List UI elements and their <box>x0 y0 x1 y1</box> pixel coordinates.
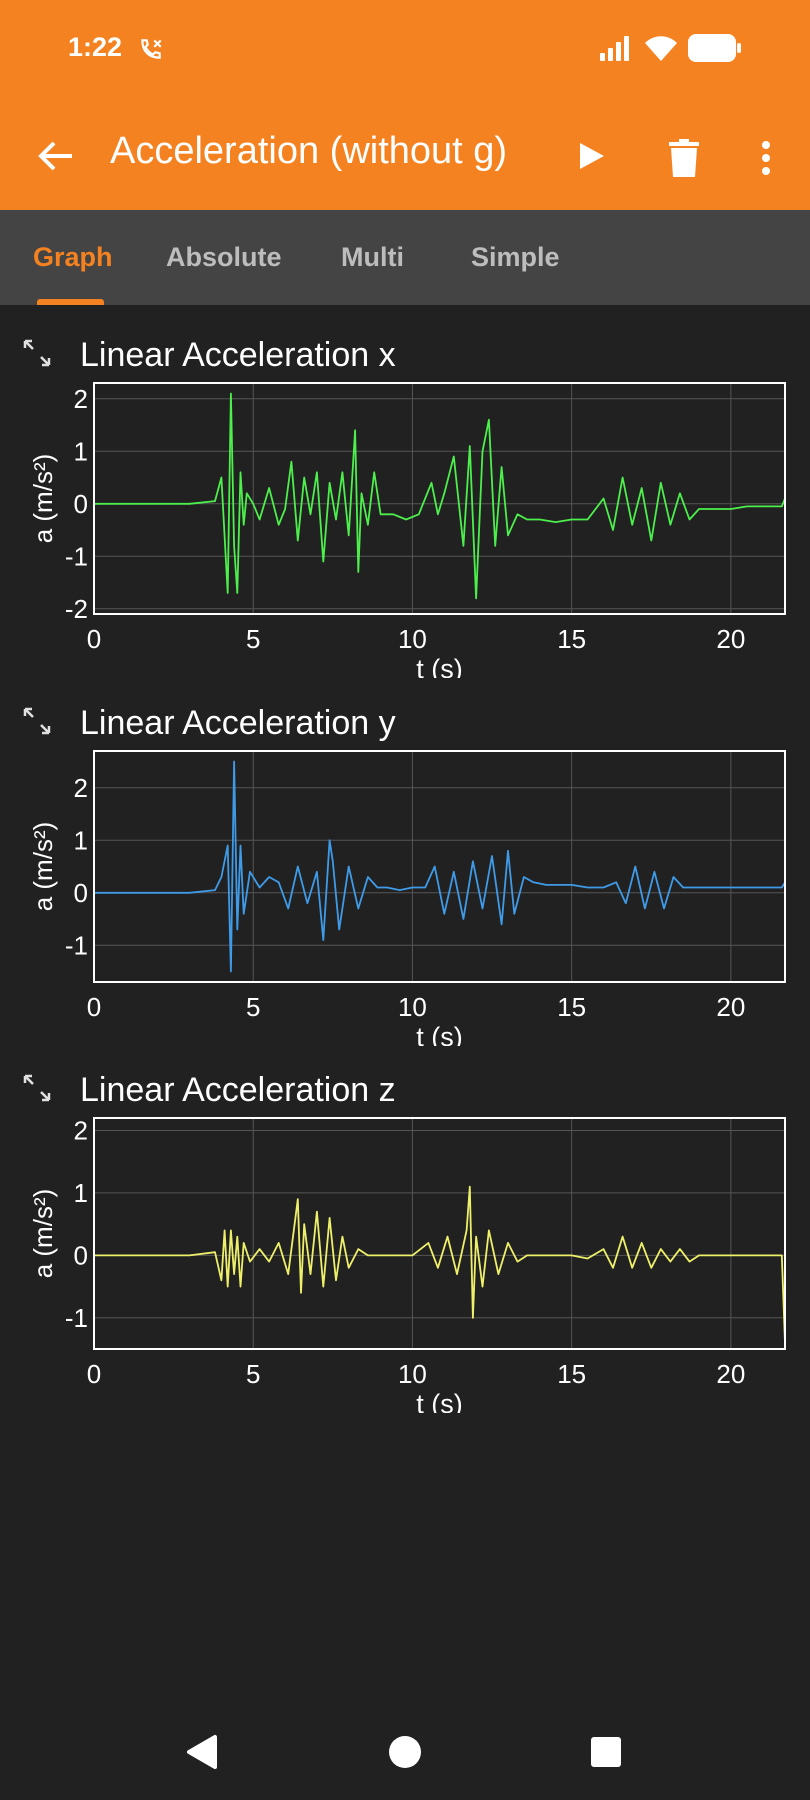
nav-home-icon <box>389 1736 421 1768</box>
plot-frame <box>93 382 786 615</box>
y-tick-label: -2 <box>65 594 88 624</box>
x-axis-label: t (s) <box>416 654 463 678</box>
x-tick-label: 10 <box>398 624 427 654</box>
more-vert-icon <box>762 141 770 175</box>
tab-indicator <box>37 299 104 305</box>
expand-icon[interactable] <box>22 338 52 368</box>
x-tick-label: 5 <box>246 992 260 1022</box>
back-arrow-icon <box>38 141 72 171</box>
more-options-button[interactable] <box>744 134 788 182</box>
y-axis-label: a (m/s²) <box>28 454 58 544</box>
x-tick-label: 15 <box>557 992 586 1022</box>
status-icons <box>600 34 742 62</box>
y-tick-label: 0 <box>74 878 88 908</box>
nav-recents-button[interactable] <box>584 1730 628 1774</box>
y-tick-label: 1 <box>74 825 88 855</box>
nav-recents-icon <box>591 1737 621 1767</box>
x-tick-label: 0 <box>87 1359 101 1389</box>
chart-title: Linear Acceleration y <box>80 704 396 742</box>
trash-icon <box>669 139 699 177</box>
x-tick-label: 5 <box>246 624 260 654</box>
tab-multi[interactable]: Multi <box>341 242 404 272</box>
back-button[interactable] <box>30 130 82 182</box>
tab-graph[interactable]: Graph <box>33 242 113 272</box>
y-tick-label: 2 <box>74 1115 88 1145</box>
y-tick-label: -1 <box>65 541 88 571</box>
delete-button[interactable] <box>660 134 708 182</box>
y-tick-label: 1 <box>74 436 88 466</box>
chart-linear-acceleration-z: 0 5 10 15 20 2 1 0 -1 t (s) a (m/s²) Linear Accele… <box>0 1053 810 1413</box>
chart-title: Linear Acceleration x <box>80 336 396 374</box>
chart-linear-acceleration-y: 0 5 10 15 20 2 1 0 -1 t (s) a (m/s²) Linear Accele… <box>0 686 810 1046</box>
nav-home-button[interactable] <box>383 1730 427 1774</box>
series-line <box>94 760 786 973</box>
y-axis-label: a (m/s²) <box>28 822 58 912</box>
x-axis-label: t (s) <box>416 1389 463 1413</box>
signal-icon <box>600 36 629 61</box>
y-tick-label: -1 <box>65 1303 88 1333</box>
x-tick-label: 15 <box>557 624 586 654</box>
x-tick-label: 20 <box>716 1359 745 1389</box>
status-time: 1:22 <box>68 32 123 62</box>
wifi-calling-icon <box>141 39 162 59</box>
y-tick-label: 0 <box>74 1240 88 1270</box>
y-axis-label: a (m/s²) <box>28 1189 58 1279</box>
y-tick-label: -1 <box>65 930 88 960</box>
x-tick-label: 10 <box>398 1359 427 1389</box>
tab-simple[interactable]: Simple <box>471 242 560 272</box>
chart-title: Linear Acceleration z <box>80 1071 396 1109</box>
plot-frame <box>93 750 786 983</box>
y-tick-label: 1 <box>74 1178 88 1208</box>
tab-absolute[interactable]: Absolute <box>166 242 282 272</box>
expand-icon[interactable] <box>22 1073 52 1103</box>
nav-back-icon <box>187 1735 217 1769</box>
x-tick-label: 10 <box>398 992 427 1022</box>
page-title: Acceleration (without g) <box>110 130 508 172</box>
battery-icon <box>688 34 741 62</box>
app-bar: Acceleration (without g) <box>0 100 810 210</box>
wifi-icon <box>645 36 677 61</box>
status-bar: 1:22 <box>0 0 810 100</box>
x-axis-label: t (s) <box>416 1022 463 1046</box>
plot-area <box>94 383 785 614</box>
series-line <box>94 1185 786 1343</box>
y-tick-label: 2 <box>74 384 88 414</box>
nav-back-button[interactable] <box>180 1730 224 1774</box>
expand-icon[interactable] <box>22 706 52 736</box>
chart-linear-acceleration-x: 0 5 10 15 20 2 1 0 -1 -2 t (s) a (m/s²) Linear Acce… <box>0 318 810 678</box>
x-tick-label: 20 <box>716 624 745 654</box>
plot-area <box>94 1118 785 1349</box>
y-tick-label: 0 <box>74 489 88 519</box>
x-tick-label: 15 <box>557 1359 586 1389</box>
x-tick-label: 5 <box>246 1359 260 1389</box>
y-tick-label: 2 <box>74 773 88 803</box>
plot-frame <box>93 1117 786 1350</box>
play-button[interactable] <box>568 132 616 180</box>
x-tick-label: 0 <box>87 992 101 1022</box>
system-nav-bar <box>0 1700 810 1800</box>
tab-bar: Graph Absolute Multi Simple <box>0 210 810 305</box>
x-tick-label: 0 <box>87 624 101 654</box>
plot-area <box>94 751 785 982</box>
play-icon <box>580 143 604 169</box>
x-tick-label: 20 <box>716 992 745 1022</box>
series-line <box>94 392 786 600</box>
